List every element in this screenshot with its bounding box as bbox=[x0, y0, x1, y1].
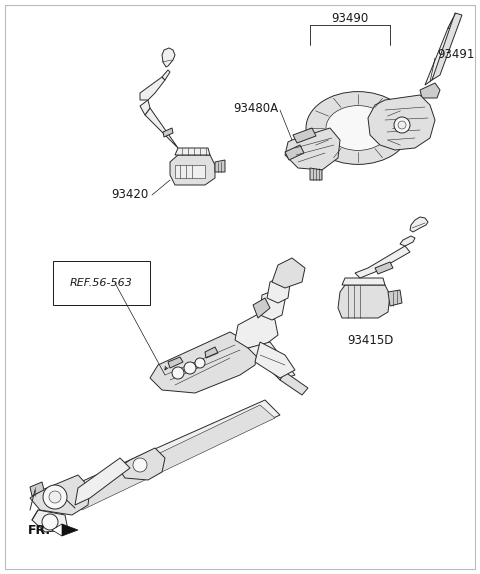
Circle shape bbox=[394, 117, 410, 133]
Polygon shape bbox=[253, 298, 270, 318]
Polygon shape bbox=[68, 405, 275, 510]
Polygon shape bbox=[272, 258, 305, 288]
Polygon shape bbox=[145, 108, 178, 148]
Polygon shape bbox=[170, 155, 215, 185]
Polygon shape bbox=[175, 165, 205, 178]
Polygon shape bbox=[425, 28, 455, 85]
Polygon shape bbox=[285, 128, 340, 170]
Polygon shape bbox=[420, 83, 440, 98]
Text: 93490: 93490 bbox=[331, 11, 369, 25]
Polygon shape bbox=[30, 482, 44, 496]
Polygon shape bbox=[52, 524, 62, 536]
Polygon shape bbox=[140, 77, 165, 100]
Polygon shape bbox=[168, 357, 183, 368]
Polygon shape bbox=[215, 160, 225, 172]
Polygon shape bbox=[285, 145, 304, 160]
Text: 93491: 93491 bbox=[437, 48, 474, 61]
Polygon shape bbox=[260, 290, 285, 320]
Polygon shape bbox=[58, 400, 280, 508]
Circle shape bbox=[172, 367, 184, 379]
Circle shape bbox=[184, 362, 196, 374]
Polygon shape bbox=[410, 217, 428, 232]
Polygon shape bbox=[355, 246, 410, 278]
Ellipse shape bbox=[306, 92, 410, 164]
Polygon shape bbox=[162, 70, 170, 80]
Polygon shape bbox=[310, 168, 322, 180]
Polygon shape bbox=[280, 372, 308, 395]
Polygon shape bbox=[163, 128, 173, 137]
Polygon shape bbox=[375, 262, 393, 274]
Polygon shape bbox=[267, 277, 290, 303]
Circle shape bbox=[49, 491, 61, 503]
Circle shape bbox=[195, 358, 205, 368]
Circle shape bbox=[43, 485, 67, 509]
Ellipse shape bbox=[326, 106, 390, 150]
Polygon shape bbox=[175, 148, 210, 155]
Polygon shape bbox=[432, 13, 462, 80]
Polygon shape bbox=[30, 475, 90, 515]
Polygon shape bbox=[338, 285, 390, 318]
Text: 93420: 93420 bbox=[111, 188, 148, 201]
Polygon shape bbox=[235, 312, 278, 348]
Polygon shape bbox=[118, 448, 165, 480]
Polygon shape bbox=[248, 342, 295, 380]
Polygon shape bbox=[32, 510, 68, 532]
Polygon shape bbox=[255, 342, 295, 378]
Text: REF.56-563: REF.56-563 bbox=[70, 278, 133, 288]
Circle shape bbox=[398, 121, 406, 129]
Polygon shape bbox=[400, 236, 415, 246]
Text: 93480A: 93480A bbox=[233, 102, 278, 114]
Polygon shape bbox=[342, 278, 385, 285]
Polygon shape bbox=[388, 290, 402, 306]
Polygon shape bbox=[293, 128, 316, 143]
Polygon shape bbox=[162, 48, 175, 67]
Text: 93415D: 93415D bbox=[347, 333, 393, 347]
Polygon shape bbox=[448, 18, 460, 30]
Polygon shape bbox=[62, 524, 78, 536]
Polygon shape bbox=[140, 100, 150, 115]
Circle shape bbox=[42, 514, 58, 530]
Polygon shape bbox=[75, 458, 130, 505]
Circle shape bbox=[133, 458, 147, 472]
Polygon shape bbox=[368, 95, 435, 150]
Text: FR.: FR. bbox=[28, 523, 51, 537]
Polygon shape bbox=[150, 332, 258, 393]
Polygon shape bbox=[205, 347, 218, 358]
